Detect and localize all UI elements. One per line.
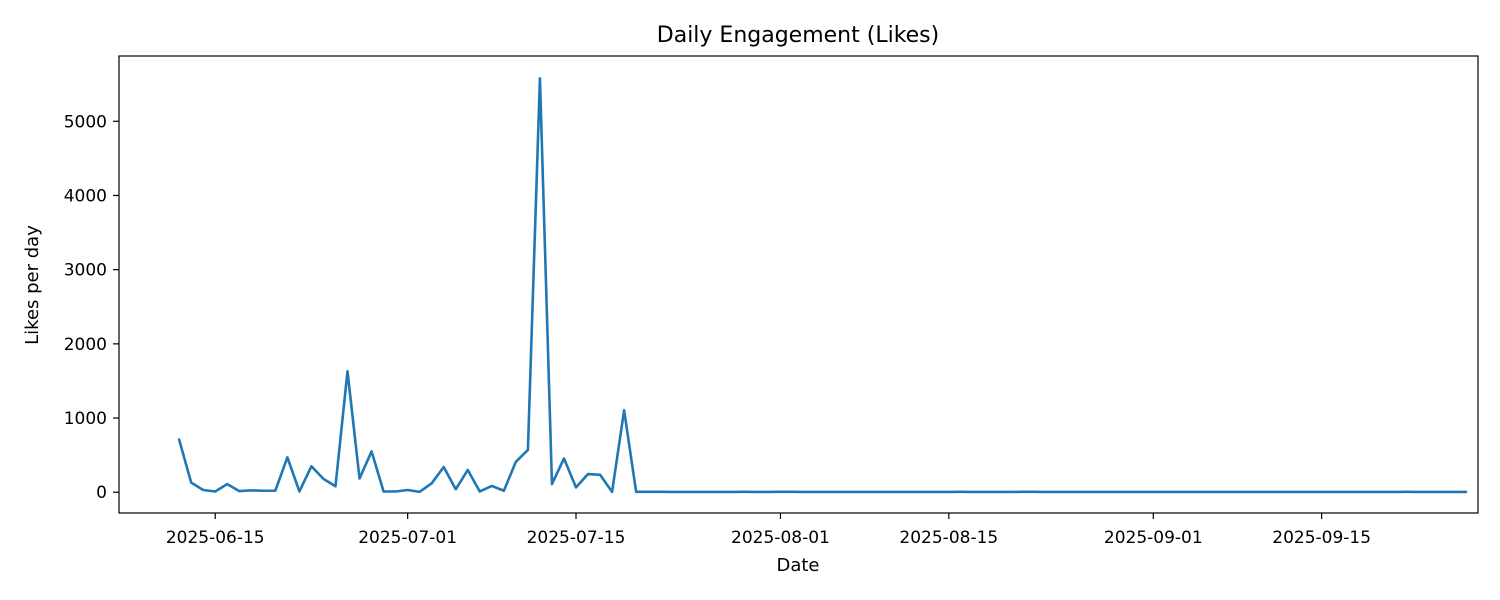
x-tick-label: 2025-06-15 bbox=[166, 528, 265, 548]
y-axis: 0 1000 2000 3000 4000 5000 bbox=[64, 112, 119, 503]
plot-frame bbox=[118, 55, 1479, 514]
likes-series-line bbox=[177, 76, 1468, 494]
x-tick-label: 2025-07-15 bbox=[527, 528, 626, 548]
x-axis: 2025-06-15 2025-07-01 2025-07-15 2025-08-01… bbox=[166, 513, 1371, 548]
y-tick-label: 4000 bbox=[64, 186, 107, 206]
x-tick-label: 2025-07-01 bbox=[358, 528, 457, 548]
y-tick-label: 0 bbox=[96, 483, 107, 503]
y-tick-label: 1000 bbox=[64, 409, 107, 429]
plot-area bbox=[177, 76, 1468, 494]
y-tick-label: 2000 bbox=[64, 335, 107, 355]
x-tick-label: 2025-08-15 bbox=[899, 528, 998, 548]
x-tick-label: 2025-09-01 bbox=[1104, 528, 1203, 548]
y-axis-label: Likes per day bbox=[22, 225, 43, 345]
y-tick-label: 3000 bbox=[64, 261, 107, 281]
y-tick-label: 5000 bbox=[64, 112, 107, 132]
chart-title: Daily Engagement (Likes) bbox=[657, 23, 939, 48]
x-axis-label: Date bbox=[776, 555, 819, 576]
x-tick-label: 2025-09-15 bbox=[1272, 528, 1371, 548]
x-tick-label: 2025-08-01 bbox=[731, 528, 830, 548]
